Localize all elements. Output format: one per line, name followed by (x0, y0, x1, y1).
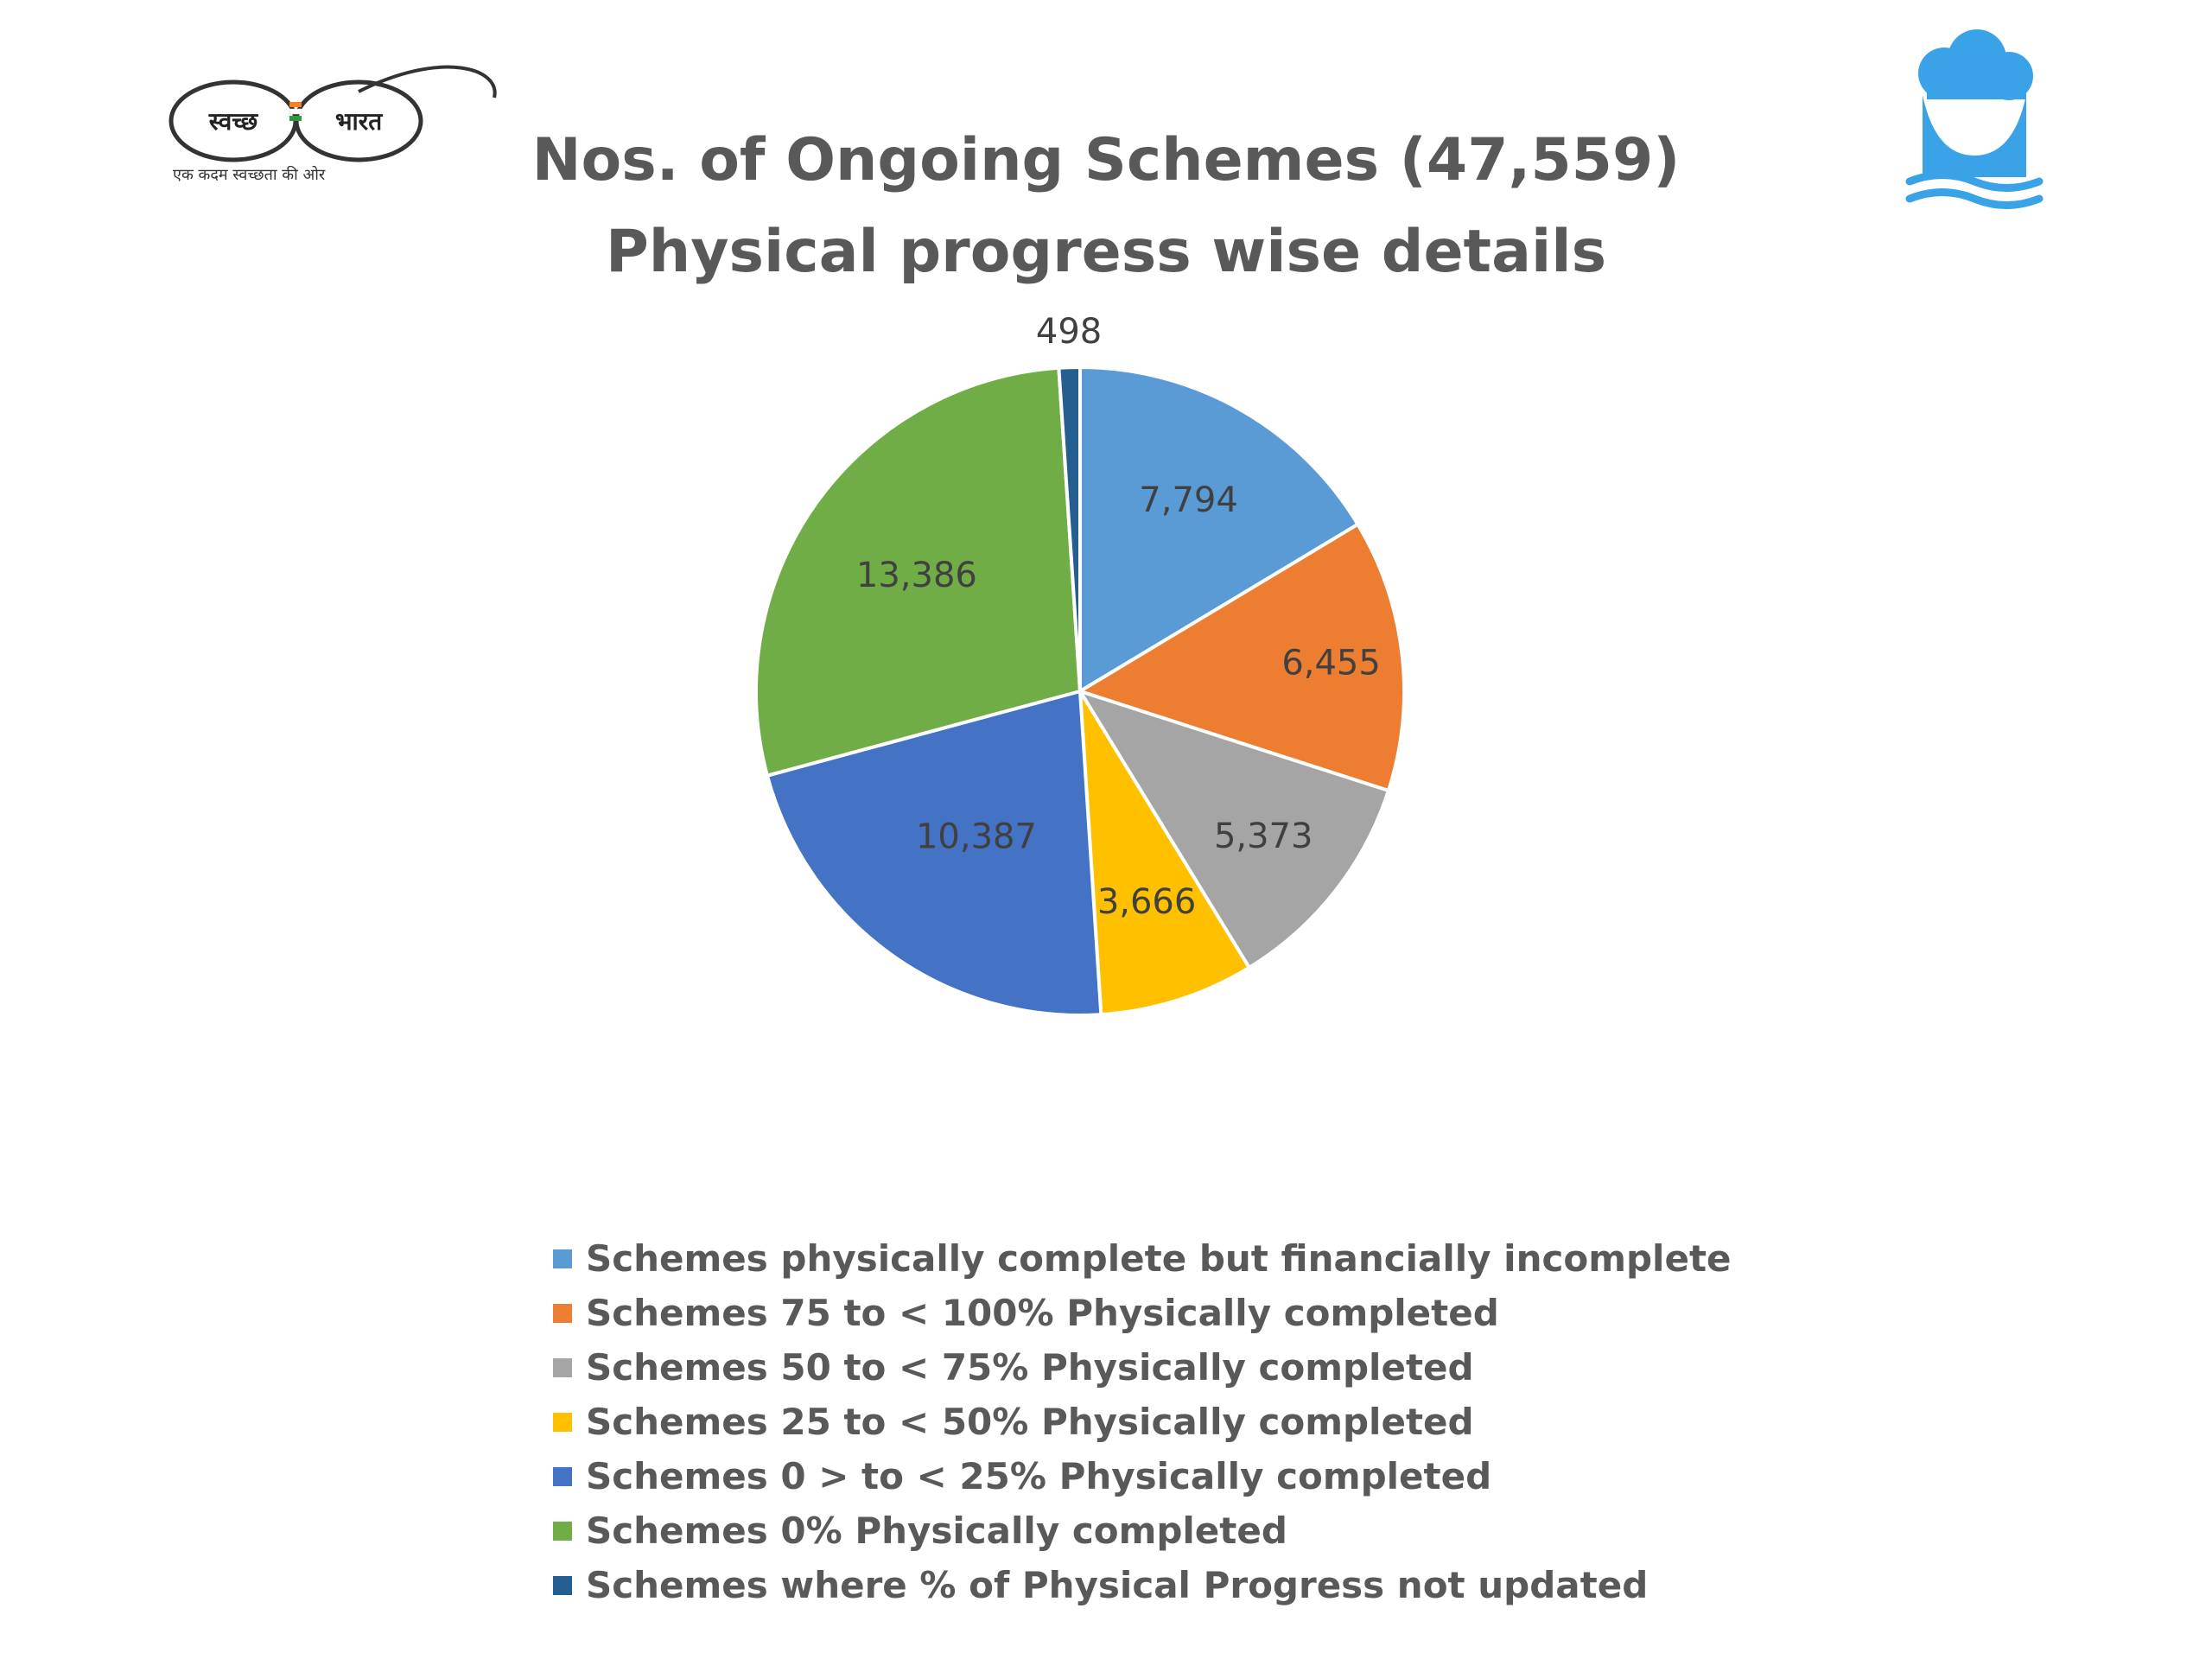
pie-slice (1078, 365, 1361, 695)
swachh-text: स्वच्छ (208, 107, 258, 136)
legend-item: Schemes 0% Physically completed (553, 1503, 1849, 1558)
swachh-tagline: एक कदम स्वच्छता की ओर (173, 165, 326, 184)
legend-label: Schemes physically complete but financia… (586, 1237, 1732, 1280)
legend-swatch-icon (553, 1357, 572, 1377)
pie-data-label: 13,386 (856, 556, 977, 595)
legend-item: Schemes 50 to < 75% Physically completed (553, 1340, 1849, 1395)
legend-item: Schemes where % of Physical Progress not… (553, 1558, 1849, 1612)
legend-swatch-icon (553, 1412, 572, 1432)
legend-swatch-icon (553, 1249, 572, 1268)
water-drop-logo (1905, 29, 2044, 209)
legend-label: Schemes where % of Physical Progress not… (586, 1564, 1649, 1606)
legend-label: Schemes 0 > to < 25% Physically complete… (586, 1455, 1492, 1497)
pie-data-label: 3,666 (1097, 882, 1197, 922)
pie-data-label: 6,455 (1281, 644, 1381, 683)
chart-title: Nos. of Ongoing Schemes (47,559) (531, 126, 1681, 194)
pie-data-label: 7,794 (1139, 480, 1238, 520)
pie-slice (754, 365, 1083, 779)
pie-slice (1057, 365, 1082, 692)
pie-slice (1076, 688, 1391, 970)
legend-label: Schemes 0% Physically completed (586, 1510, 1287, 1552)
legend-swatch-icon (553, 1521, 572, 1541)
legend-item: Schemes physically complete but financia… (553, 1231, 1849, 1286)
pie-data-label: 10,387 (916, 817, 1037, 857)
chart-subtitle: Physical progress wise details (605, 218, 1607, 286)
pie-data-label: 498 (1036, 312, 1102, 352)
legend-label: Schemes 50 to < 75% Physically completed (586, 1346, 1474, 1389)
legend-label: Schemes 25 to < 50% Physically completed (586, 1401, 1474, 1443)
legend-item: Schemes 0 > to < 25% Physically complete… (553, 1449, 1849, 1503)
swachh-bharat-logo: स्वच्छ भारत एक कदम स्वच्छता की ओर (168, 65, 497, 184)
chart-legend: Schemes physically complete but financia… (553, 1231, 1849, 1612)
bharat-text: भारत (335, 107, 383, 136)
pie-slice (765, 689, 1103, 1017)
legend-swatch-icon (553, 1303, 572, 1323)
legend-label: Schemes 75 to < 100% Physically complete… (586, 1292, 1499, 1334)
pie-data-label: 5,373 (1214, 817, 1313, 856)
pie-slice (1076, 522, 1406, 793)
pie-slices (754, 365, 1406, 1017)
legend-item: Schemes 75 to < 100% Physically complete… (553, 1286, 1849, 1340)
drop-icon (1966, 108, 1983, 147)
pie-slice (1078, 690, 1252, 1017)
legend-item: Schemes 25 to < 50% Physically completed (553, 1395, 1849, 1449)
legend-swatch-icon (553, 1575, 572, 1595)
legend-swatch-icon (553, 1466, 572, 1486)
pie-data-labels: 7,794 6,455 5,373 3,666 10,387 13,386 498 (856, 312, 1381, 922)
